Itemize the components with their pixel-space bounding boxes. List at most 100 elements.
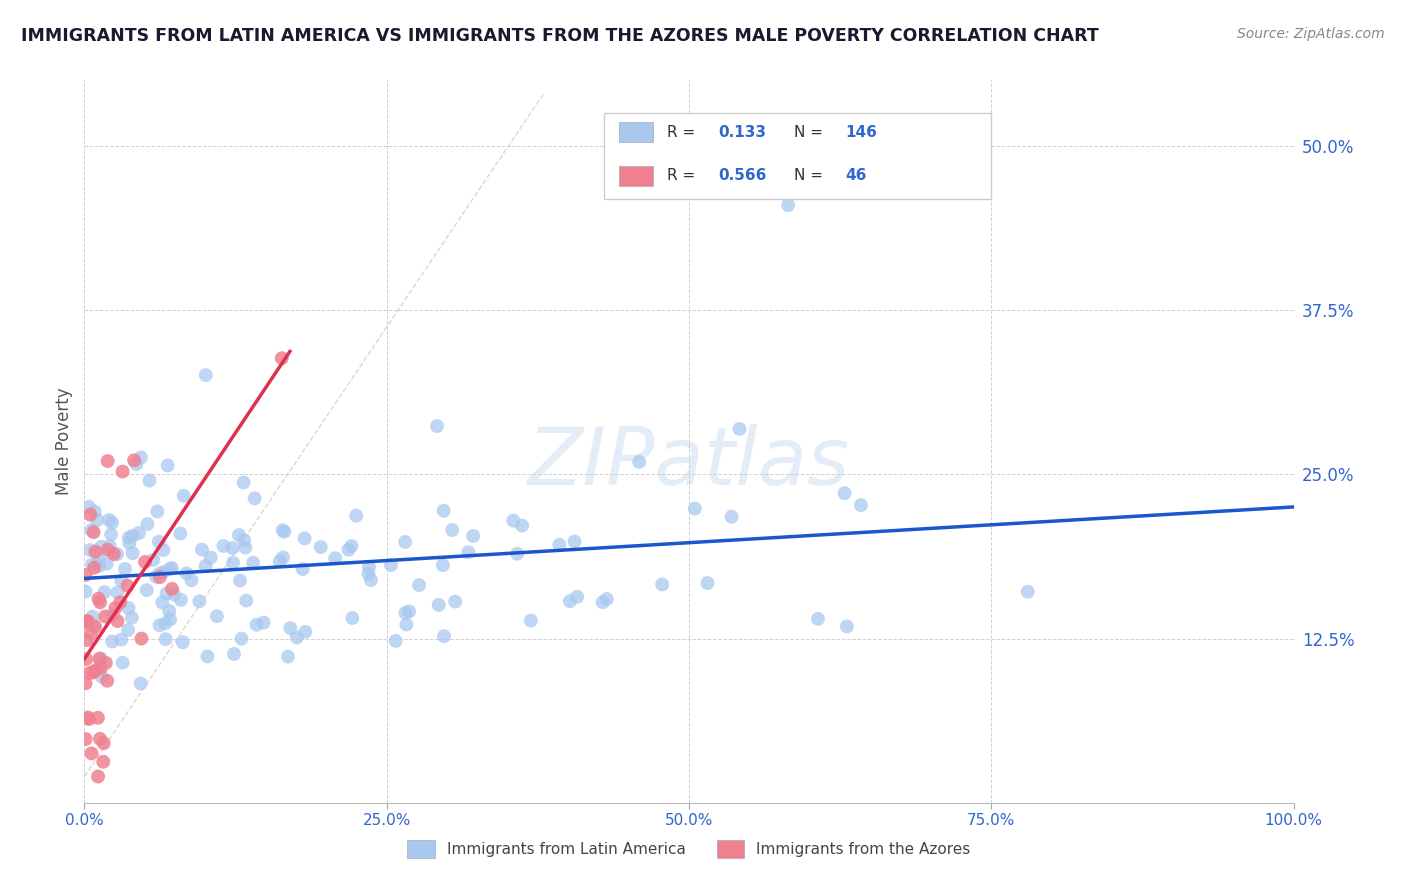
Point: [834, 486, 856, 500]
Point: [510, 518, 533, 533]
Point: [83, 560, 105, 574]
Point: [83, 504, 105, 518]
Point: [149, 570, 172, 584]
Point: [117, 579, 139, 593]
Point: [128, 526, 150, 541]
Point: [194, 368, 217, 383]
Point: [122, 453, 145, 467]
Point: [427, 598, 450, 612]
Point: [1017, 584, 1039, 599]
Point: [155, 616, 177, 631]
Point: [426, 419, 449, 434]
Point: [683, 501, 706, 516]
Point: [98, 513, 121, 527]
Point: [444, 594, 467, 608]
Point: [83, 619, 105, 633]
Point: [82, 665, 104, 680]
Point: [93, 585, 115, 599]
Point: [558, 594, 581, 608]
Text: R =: R =: [668, 169, 700, 183]
Y-axis label: Male Poverty: Male Poverty: [55, 388, 73, 495]
Point: [110, 595, 132, 609]
Point: [728, 422, 751, 436]
Point: [100, 527, 122, 541]
Point: [567, 590, 589, 604]
Point: [89, 651, 111, 665]
Point: [155, 632, 177, 647]
Point: [138, 474, 160, 488]
Point: [309, 540, 332, 554]
Point: [160, 582, 183, 596]
Point: [84, 544, 107, 558]
Point: [96, 673, 118, 688]
Point: [90, 670, 112, 684]
Point: [76, 615, 98, 629]
Point: [357, 566, 380, 581]
Point: [96, 557, 118, 571]
FancyBboxPatch shape: [605, 112, 991, 200]
Point: [79, 665, 101, 680]
Point: [157, 604, 180, 618]
Point: [75, 732, 97, 747]
Point: [720, 509, 742, 524]
Point: [97, 454, 120, 468]
Point: [394, 606, 416, 620]
Point: [564, 534, 586, 549]
Point: [592, 595, 614, 609]
Point: [152, 565, 174, 579]
Point: [433, 504, 456, 518]
Point: [86, 513, 108, 527]
Point: [548, 538, 571, 552]
Point: [173, 489, 195, 503]
Point: [433, 629, 456, 643]
Point: [79, 543, 101, 558]
Point: [228, 528, 250, 542]
Point: [75, 568, 97, 582]
Point: [172, 635, 194, 649]
Point: [278, 621, 301, 635]
Text: 0.566: 0.566: [718, 169, 766, 183]
Point: [84, 620, 107, 634]
Point: [778, 198, 800, 212]
Point: [384, 633, 406, 648]
Point: [628, 455, 651, 469]
Point: [222, 647, 245, 661]
Point: [121, 546, 143, 560]
Point: [107, 585, 129, 599]
Point: [156, 458, 179, 473]
Point: [807, 612, 830, 626]
Point: [344, 508, 367, 523]
Bar: [619, 122, 652, 143]
Point: [357, 560, 380, 574]
Point: [323, 551, 346, 566]
Point: [200, 550, 222, 565]
Point: [395, 617, 418, 632]
Point: [243, 491, 266, 506]
Point: [75, 584, 97, 599]
Point: [129, 450, 152, 465]
Bar: [619, 166, 652, 186]
Point: [118, 531, 141, 545]
Point: [152, 543, 174, 558]
Legend: Immigrants from Latin America, Immigrants from the Azores: Immigrants from Latin America, Immigrant…: [401, 834, 977, 863]
Point: [89, 595, 111, 609]
Point: [235, 541, 257, 555]
Point: [101, 607, 124, 622]
Text: 0.133: 0.133: [718, 125, 766, 140]
Point: [146, 504, 169, 518]
Point: [170, 593, 193, 607]
Point: [271, 550, 294, 565]
Point: [270, 351, 292, 366]
Point: [76, 633, 98, 648]
Point: [294, 624, 316, 639]
Point: [76, 614, 98, 628]
Point: [77, 710, 100, 724]
Point: [142, 553, 165, 567]
Point: [337, 542, 360, 557]
Point: [110, 632, 132, 647]
Point: [118, 536, 141, 550]
Point: [87, 770, 110, 784]
Point: [103, 547, 125, 561]
Point: [89, 731, 111, 746]
Point: [253, 615, 276, 630]
